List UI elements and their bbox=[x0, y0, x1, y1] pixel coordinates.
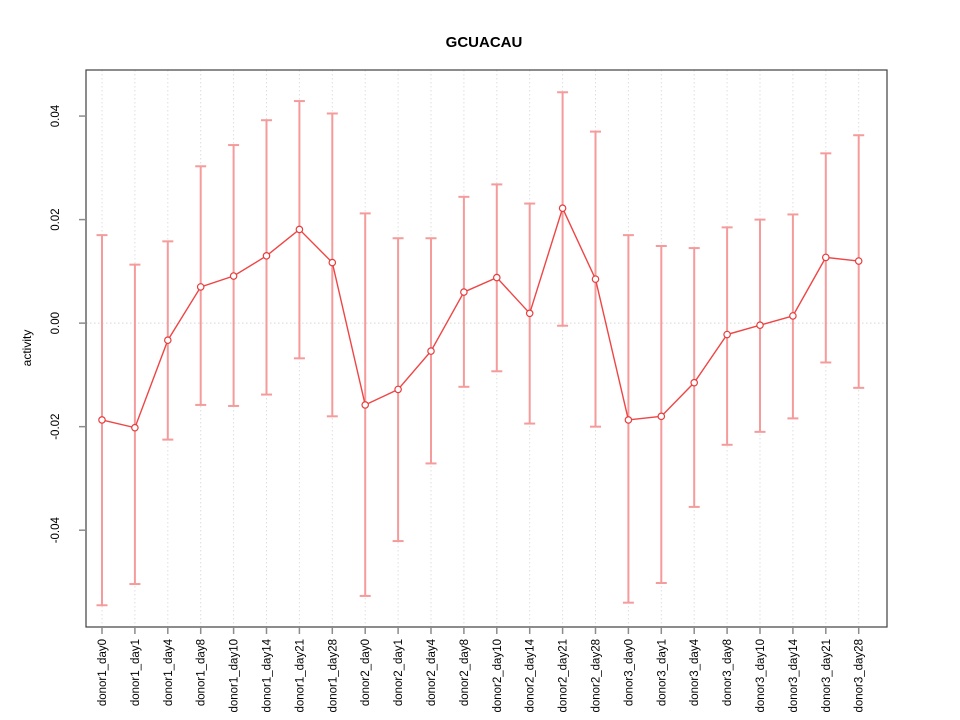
data-point bbox=[821, 253, 830, 262]
data-point bbox=[591, 275, 600, 283]
x-tick-label: donor2_day4 bbox=[426, 638, 438, 706]
data-point bbox=[756, 321, 764, 330]
y-tick-label: 0.00 bbox=[50, 312, 62, 334]
data-point bbox=[558, 204, 567, 213]
data-point bbox=[361, 401, 370, 409]
x-tick-label: donor1_day1 bbox=[130, 639, 142, 706]
x-tick-label: donor3_day1 bbox=[656, 639, 668, 706]
data-point bbox=[295, 225, 304, 234]
series-line bbox=[101, 206, 859, 429]
data-point bbox=[328, 258, 337, 267]
x-tick-label: donor3_day0 bbox=[623, 639, 635, 706]
data-point bbox=[262, 252, 271, 260]
data-point bbox=[624, 416, 633, 424]
axis-box bbox=[85, 69, 888, 628]
data-point bbox=[723, 330, 731, 339]
x-tick-label: donor2_day14 bbox=[525, 638, 537, 712]
x-tick-label: donor3_day8 bbox=[722, 639, 734, 706]
data-point bbox=[525, 309, 534, 318]
y-tick-label: 0.04 bbox=[50, 104, 62, 127]
x-tick-label: donor2_day10 bbox=[492, 639, 504, 713]
x-tick-label: donor2_day21 bbox=[558, 639, 570, 713]
x-tick-label: donor2_day0 bbox=[360, 639, 372, 706]
data-point bbox=[394, 385, 402, 394]
x-tick-label: donor1_day4 bbox=[163, 638, 175, 706]
data-point bbox=[229, 272, 238, 280]
y-tick-label: -0.04 bbox=[50, 516, 62, 543]
x-tick-label: donor1_day8 bbox=[196, 639, 208, 706]
x-tick-label: donor1_day10 bbox=[229, 639, 241, 713]
data-point bbox=[98, 416, 106, 424]
data-point bbox=[131, 423, 139, 432]
x-tick-label: donor2_day1 bbox=[393, 639, 405, 706]
data-point bbox=[164, 336, 172, 345]
x-tick-label: donor3_day14 bbox=[788, 638, 800, 712]
y-axis-label: activity bbox=[20, 330, 34, 367]
x-tick-label: donor3_day4 bbox=[689, 638, 701, 706]
x-tick-label: donor3_day21 bbox=[821, 639, 833, 713]
data-point bbox=[427, 347, 435, 355]
data-point bbox=[196, 283, 205, 291]
chart-title: GCUACAU bbox=[446, 34, 523, 51]
x-tick-label: donor2_day8 bbox=[459, 639, 471, 706]
data-point bbox=[854, 257, 863, 265]
data-point bbox=[789, 312, 797, 320]
data-point bbox=[492, 273, 501, 282]
x-tick-label: donor2_day28 bbox=[591, 639, 603, 713]
x-tick-label: donor3_day28 bbox=[854, 639, 866, 713]
x-tick-label: donor1_day0 bbox=[97, 639, 109, 706]
y-tick-label: -0.02 bbox=[50, 414, 62, 440]
x-tick-label: donor1_day28 bbox=[327, 639, 339, 713]
x-tick-label: donor1_day14 bbox=[262, 638, 274, 712]
x-tick-label: donor1_day21 bbox=[294, 639, 306, 713]
data-point bbox=[690, 378, 699, 387]
data-point bbox=[460, 288, 468, 296]
plot-area: -0.04 -0.02 0.00 0.02 0.04 donor1_day0 donor1_… bbox=[50, 69, 888, 713]
data-point bbox=[657, 412, 666, 421]
x-tick-label: donor3_day10 bbox=[755, 639, 767, 713]
y-tick-label: 0.02 bbox=[50, 208, 62, 230]
